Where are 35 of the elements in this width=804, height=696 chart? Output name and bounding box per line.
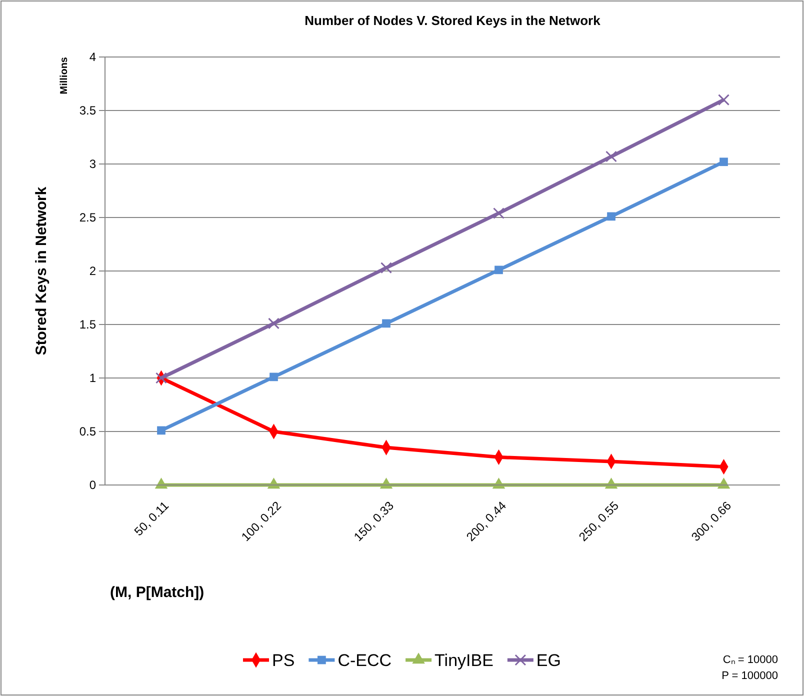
legend-label: EG xyxy=(536,651,561,670)
y-tick-label: 0.5 xyxy=(79,424,96,438)
text: P = 100000 xyxy=(722,670,778,682)
x-tick-label: 50, 0.11 xyxy=(131,498,172,539)
legend-label: PS xyxy=(272,651,295,670)
point xyxy=(493,207,504,219)
point xyxy=(606,150,617,162)
y-tick-label: 2 xyxy=(89,264,96,278)
y-tick-label: 1 xyxy=(89,370,96,385)
x-axis-title: (M, P[Match]) xyxy=(110,584,204,601)
point xyxy=(380,262,392,274)
point xyxy=(494,266,503,274)
point xyxy=(718,94,730,106)
y-tick-label: 0 xyxy=(89,478,96,492)
x-tick-label: 200, 0.44 xyxy=(464,498,510,544)
y-tick-label: 4 xyxy=(89,50,96,64)
text: Cₙ = 10000 xyxy=(722,654,778,666)
point xyxy=(607,212,616,221)
y-tick-label: 2.5 xyxy=(79,210,96,224)
y-axis-title: Stored Keys in Network xyxy=(33,186,50,356)
y-tick-label: 3 xyxy=(89,156,96,171)
chart-title: Number of Nodes V. Stored Keys in the Network xyxy=(304,13,602,28)
y-tick-label: 3.5 xyxy=(79,103,96,118)
legend-label: TinyIBE xyxy=(434,651,494,670)
x-tick-label: 300, 0.66 xyxy=(688,498,734,544)
x-tick-label: 150, 0.33 xyxy=(351,498,397,544)
point xyxy=(157,426,166,435)
point xyxy=(720,158,728,166)
point xyxy=(270,372,278,382)
text: Millions xyxy=(59,56,70,94)
legend-label: C-ECC xyxy=(338,651,392,670)
x-tick-label: 100, 0.22 xyxy=(238,498,284,544)
point xyxy=(268,318,280,330)
y-tick-label: 1.5 xyxy=(79,317,96,332)
point xyxy=(382,319,390,328)
